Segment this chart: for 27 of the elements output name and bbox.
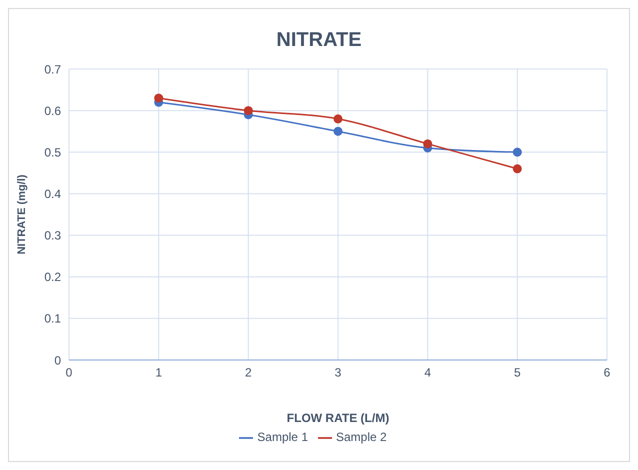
point [423,139,432,148]
point [512,164,522,174]
x-tick-label: 3 [334,366,342,380]
point [512,148,522,157]
x-tick-label: 0 [66,366,73,380]
x-tick-label: 1 [155,366,162,380]
legend-label: Sample 1 [257,430,308,444]
x-tick-label: 4 [424,366,432,380]
legend-label: Sample 2 [336,430,387,444]
y-tick-label: 0.5 [44,145,62,160]
chart-title: NITRATE [275,29,363,53]
x-tick-label: 2 [244,366,252,380]
y-tick-label: 0 [54,353,62,368]
x-tick-label: 6 [604,366,611,380]
point [154,94,164,103]
x-tick-label: 5 [514,366,521,380]
y-axis-title: NITRATE (mg/l) [16,174,28,254]
point [334,114,342,124]
y-tick-label: 0.4 [44,186,62,201]
x-axis-title: FLOW RATE (L/M) [286,411,390,425]
y-tick-label: 0.7 [44,62,62,76]
point [334,126,342,136]
y-tick-label: 0.3 [44,228,62,243]
point [244,106,253,116]
y-tick-label: 0.2 [44,270,62,284]
y-tick-label: 0.6 [44,104,62,118]
y-tick-label: 0.1 [44,312,62,326]
